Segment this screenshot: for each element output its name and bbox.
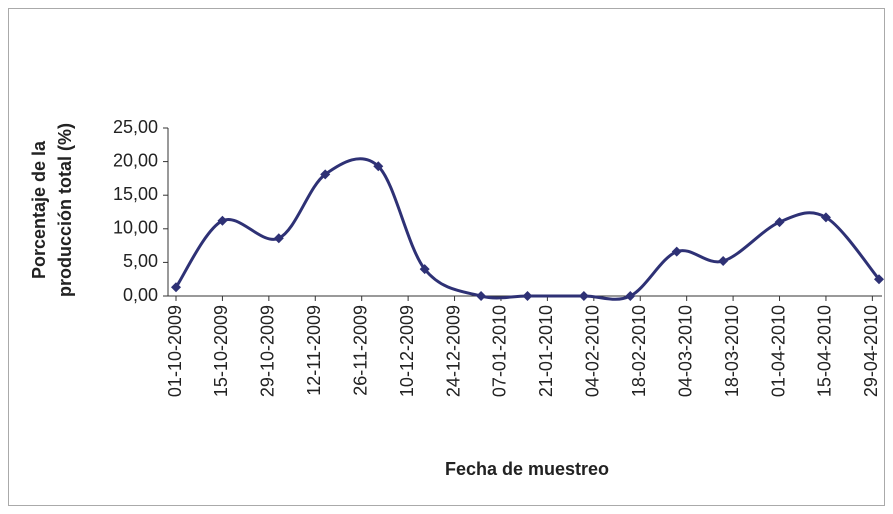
- y-axis-label: producción total (%): [55, 123, 75, 297]
- x-tick-label: 18-03-2010: [722, 305, 742, 397]
- marker: [578, 291, 589, 301]
- marker: [774, 217, 785, 228]
- marker: [718, 256, 729, 267]
- y-tick-label: 20,00: [113, 150, 158, 170]
- x-tick-label: 15-04-2010: [815, 305, 835, 397]
- x-tick-label: 15-10-2009: [211, 305, 231, 397]
- x-tick-label: 01-10-2009: [165, 305, 185, 397]
- y-axis-label: Porcentaje de la: [29, 140, 49, 279]
- y-tick-label: 15,00: [113, 184, 158, 204]
- marker: [522, 291, 533, 301]
- x-tick-label: 21-01-2010: [536, 305, 556, 397]
- x-tick-label: 29-10-2009: [258, 305, 278, 397]
- y-tick-label: 25,00: [113, 117, 158, 137]
- x-tick-label: 12-11-2009: [304, 305, 324, 396]
- x-tick-label: 10-12-2009: [397, 305, 417, 397]
- x-tick-label: 07-01-2010: [490, 305, 510, 397]
- marker: [320, 169, 331, 180]
- y-tick-label: 5,00: [123, 251, 158, 271]
- x-tick-label: 24-12-2009: [443, 305, 463, 397]
- line: [174, 157, 881, 301]
- marker: [373, 161, 384, 172]
- x-tick-label: 29-04-2010: [861, 305, 881, 397]
- y-tick-label: 10,00: [113, 218, 158, 238]
- x-axis-label: Fecha de muestreo: [445, 459, 609, 479]
- x-tick-label: 18-02-2010: [629, 305, 649, 397]
- marker: [625, 291, 636, 301]
- marker: [820, 212, 831, 223]
- frame: [8, 8, 885, 506]
- marker: [217, 215, 228, 226]
- marker: [476, 291, 487, 301]
- marker: [273, 233, 284, 244]
- x-tick-label: 04-03-2010: [675, 305, 695, 397]
- x-tick-label: 26-11-2009: [350, 305, 370, 396]
- marker: [874, 274, 884, 285]
- y-tick-label: 0,00: [123, 285, 158, 305]
- x-tick-label: 01-04-2010: [768, 305, 788, 397]
- marker: [419, 264, 430, 275]
- marker: [671, 246, 682, 257]
- marker: [171, 282, 181, 293]
- x-tick-label: 04-02-2010: [583, 305, 603, 397]
